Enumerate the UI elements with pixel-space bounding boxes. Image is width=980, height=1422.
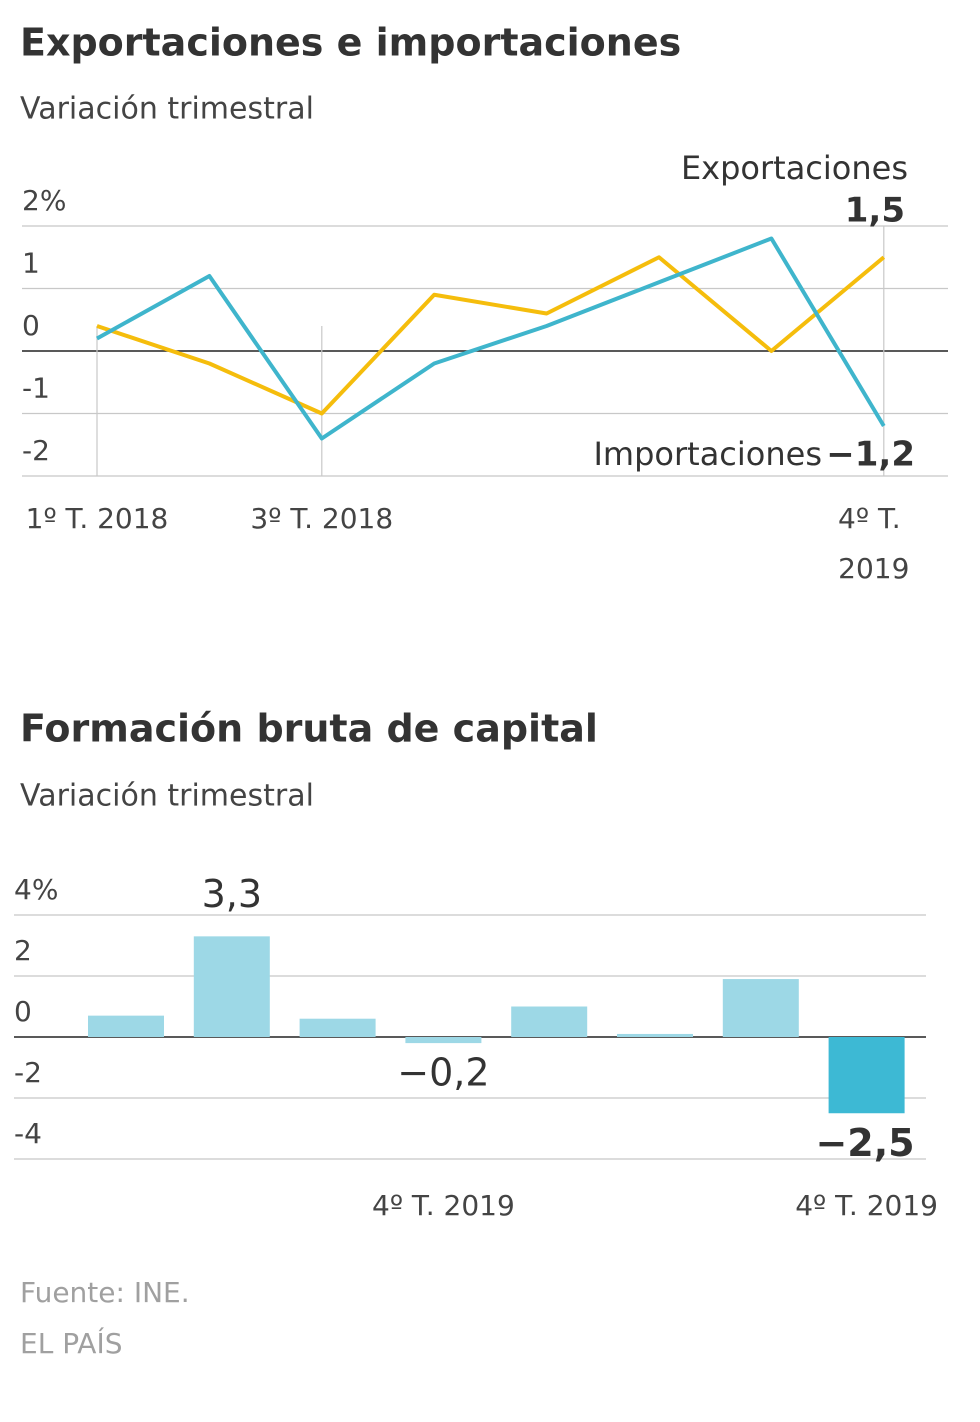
bar <box>511 1006 588 1037</box>
series-label: Exportaciones <box>681 149 908 187</box>
credit: EL PAÍS <box>20 1326 122 1360</box>
bar <box>722 979 799 1037</box>
chart-title: Exportaciones e importaciones <box>20 21 681 65</box>
y-tick-label: -4 <box>14 1117 42 1150</box>
value-label: −1,2 <box>826 435 915 475</box>
y-tick-label: 0 <box>14 995 32 1028</box>
y-tick-label: 4% <box>14 873 58 906</box>
value-label: 1,5 <box>845 191 905 231</box>
bar <box>299 1018 376 1037</box>
bar <box>617 1033 693 1037</box>
line-series <box>96 236 886 441</box>
y-tick-label: -2 <box>14 1056 42 1089</box>
y-tick-label: 2% <box>22 184 66 217</box>
x-tick-label: 4º T. 2019 <box>838 502 910 585</box>
series-label: Importaciones <box>593 435 822 473</box>
bar <box>828 1037 905 1114</box>
y-tick-label: 1 <box>22 247 40 280</box>
y-tick-label: -2 <box>22 434 50 467</box>
bar <box>193 936 270 1037</box>
source: Fuente: INE. <box>20 1276 190 1309</box>
line-series <box>96 255 886 416</box>
bar <box>405 1037 482 1044</box>
value-label: 3,3 <box>202 872 262 916</box>
y-tick-label: 0 <box>22 309 40 342</box>
chart-title: Formación bruta de capital <box>20 707 598 751</box>
x-tick-label: 4º T. 2019 <box>795 1189 938 1222</box>
y-tick-label: -1 <box>22 372 50 405</box>
x-tick-label: 4º T. 2019 <box>372 1189 515 1222</box>
value-label: −0,2 <box>397 1051 489 1095</box>
chart-subtitle: Variación trimestral <box>20 779 314 814</box>
x-tick-label: 3º T. 2018 <box>250 502 393 535</box>
x-tick-label: 1º T. 2018 <box>26 502 169 535</box>
bar <box>88 1015 164 1037</box>
value-label: −2,5 <box>815 1121 914 1165</box>
y-tick-label: 2 <box>14 934 32 967</box>
chart-subtitle: Variación trimestral <box>20 92 314 127</box>
